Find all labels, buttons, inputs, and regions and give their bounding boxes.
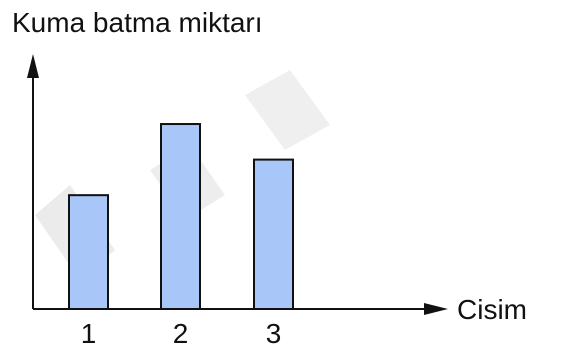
x-axis-arrowhead [424,303,448,315]
x-tick-label-1: 1 [81,318,97,349]
bar-2 [160,123,201,311]
bars [68,123,294,311]
x-tick-labels: 1 2 3 [81,318,282,349]
bar-1 [68,194,109,311]
x-tick-label-3: 3 [266,318,282,349]
x-axis-label: Cisim [457,294,527,325]
y-axis-label: Kuma batma miktarı [12,7,263,38]
y-axis-arrowhead [27,54,39,78]
bar-3 [253,158,294,310]
x-tick-label-2: 2 [173,318,189,349]
